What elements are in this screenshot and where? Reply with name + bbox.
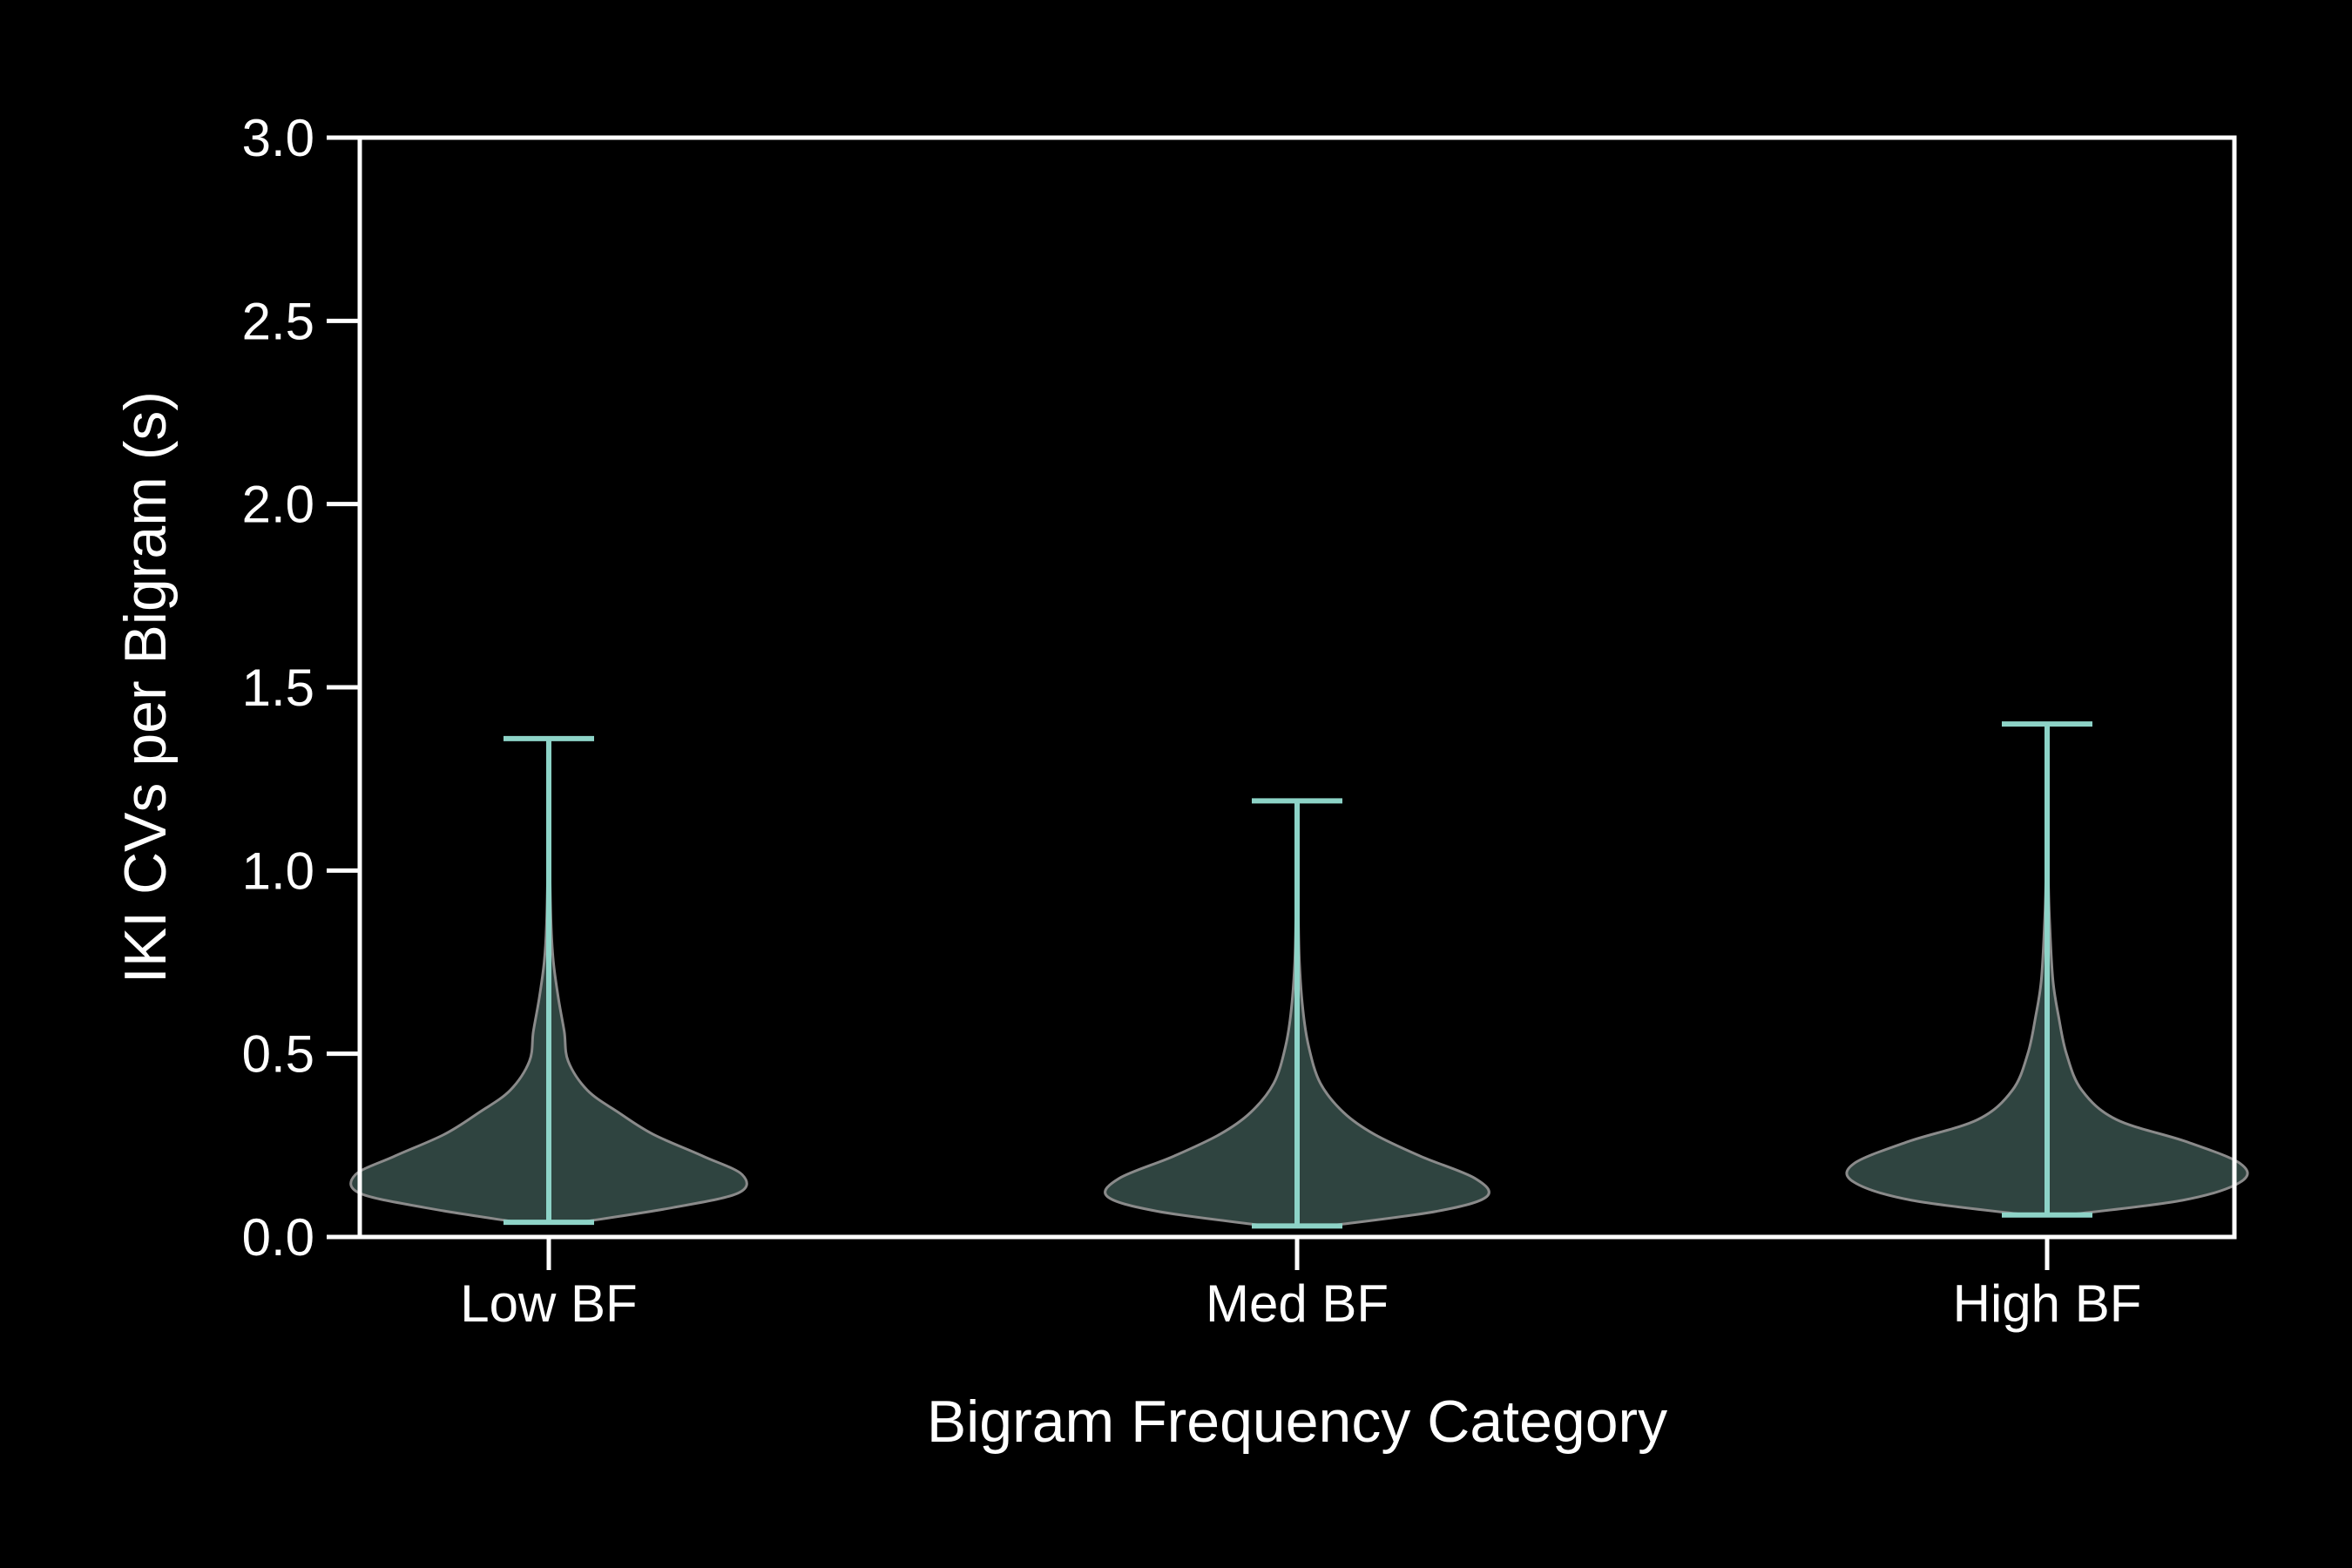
y-tick-label: 0.0 [242,1208,314,1267]
y-axis-title: IKI CVs per Bigram (s) [112,391,179,983]
x-tick-label: High BF [1953,1274,2142,1333]
y-tick-label: 1.0 [242,841,314,900]
y-tick-label: 2.0 [242,476,314,534]
x-tick-label: Low BF [460,1274,637,1333]
x-axis: Low BF Med BF High BF [460,1237,2141,1333]
y-tick-label: 2.5 [242,292,314,350]
y-tick-label: 1.5 [242,659,314,717]
y-tick-label: 0.5 [242,1025,314,1084]
extrema-layer [504,721,2092,1229]
y-axis: 0.0 0.5 1.0 1.5 2.0 2.5 3.0 [242,109,360,1267]
y-tick-label: 3.0 [242,109,314,167]
x-axis-title: Bigram Frequency Category [927,1389,1667,1455]
x-tick-label: Med BF [1206,1274,1389,1333]
